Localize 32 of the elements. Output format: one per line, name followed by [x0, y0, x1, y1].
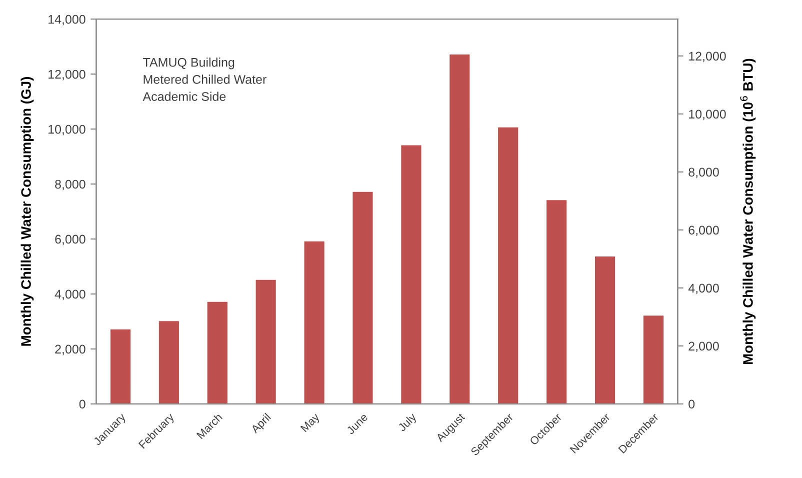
x-tick-label: July [397, 412, 418, 434]
bar [643, 316, 664, 404]
annotation: TAMUQ Building Metered Chilled Water Academic Side [142, 58, 266, 101]
bar [256, 280, 276, 404]
y-tick-label: 4,000 [54, 290, 86, 300]
y2-tick-label: 0 [688, 400, 695, 409]
y2-tick-label: 12,000 [689, 52, 726, 62]
bar [546, 200, 567, 404]
bar [594, 256, 616, 404]
bar [207, 302, 228, 404]
y-tick-label: 12,000 [48, 70, 86, 80]
y2-tick-label: 10,000 [689, 110, 726, 120]
y-tick-label: 2,000 [55, 344, 86, 356]
y2-tick-label: 2,000 [688, 342, 719, 352]
bar [110, 329, 131, 404]
y-tick-label: 0 [79, 400, 86, 409]
bar [158, 321, 179, 404]
y2-tick-label: 8,000 [688, 168, 719, 178]
bar [498, 127, 518, 404]
bar [304, 241, 324, 404]
y2-tick-label: 4,000 [688, 284, 719, 294]
y-tick-label: 8,000 [55, 180, 86, 190]
y-tick-label: 6,000 [55, 234, 86, 246]
y-tick-label: 14,000 [48, 14, 86, 26]
y-tick-label: 10,000 [48, 124, 86, 136]
y-axis-title: Monthly Chilled Water Consumption (GJ) [20, 77, 34, 346]
bar [352, 192, 373, 404]
y2-tick-label: 6,000 [688, 226, 719, 236]
bar [401, 145, 422, 404]
bar [450, 54, 470, 404]
y2-axis-title: Monthly Chilled Water Consumption (10$^{6}$ BTU) [740, 58, 756, 364]
x-tick-label: May [300, 412, 322, 434]
